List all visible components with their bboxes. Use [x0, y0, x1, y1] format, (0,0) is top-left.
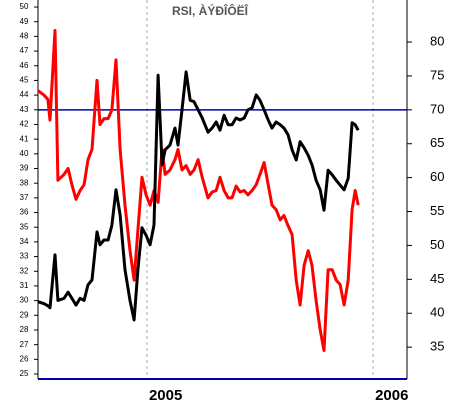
y-tick-label: 34: [20, 237, 29, 246]
y-tick-label: 50: [20, 2, 29, 11]
y2-tick-label: 60: [430, 169, 444, 184]
y2-tick-label: 35: [430, 339, 444, 354]
x-tick-label: 2005: [149, 387, 182, 404]
y-tick-label: 26: [20, 354, 29, 363]
y-tick-label: 28: [20, 325, 29, 334]
y-tick-label: 40: [20, 149, 29, 158]
y2-tick-label: 45: [430, 271, 444, 286]
y-tick-label: 42: [20, 120, 29, 129]
y-tick-label: 38: [20, 178, 29, 187]
y2-tick-label: 55: [430, 203, 444, 218]
y2-tick-label: 40: [430, 305, 444, 320]
y-tick-label: 25: [20, 369, 29, 378]
y2-tick-label: 50: [430, 237, 444, 252]
y-tick-label: 48: [20, 32, 29, 41]
y-tick-label: 41: [20, 134, 29, 143]
y-tick-label: 39: [20, 164, 29, 173]
series-line: [37, 29, 360, 352]
y-tick-label: 37: [20, 193, 29, 202]
y-tick-label: 43: [20, 105, 29, 114]
y2-tick-label: 70: [430, 101, 444, 116]
y-tick-label: 49: [20, 17, 29, 26]
chart-title: RSI, ÀÝÐÎÔËÎ: [172, 3, 249, 18]
y2-tick-label: 75: [430, 67, 444, 82]
y-tick-label: 27: [20, 340, 29, 349]
y-tick-label: 31: [20, 281, 29, 290]
series-line: [37, 70, 360, 322]
x-tick-label: 2006: [375, 387, 408, 404]
y-tick-label: 44: [20, 90, 29, 99]
y-tick-label: 29: [20, 310, 29, 319]
y-tick-label: 30: [20, 296, 29, 305]
y-tick-label: 33: [20, 252, 29, 261]
y-tick-label: 36: [20, 208, 29, 217]
y-tick-label: 45: [20, 76, 29, 85]
y-tick-label: 32: [20, 266, 29, 275]
y-tick-label: 47: [20, 46, 29, 55]
y2-tick-label: 65: [430, 135, 444, 150]
y-tick-label: 35: [20, 222, 29, 231]
y2-tick-label: 80: [430, 33, 444, 48]
y-tick-label: 46: [20, 61, 29, 70]
